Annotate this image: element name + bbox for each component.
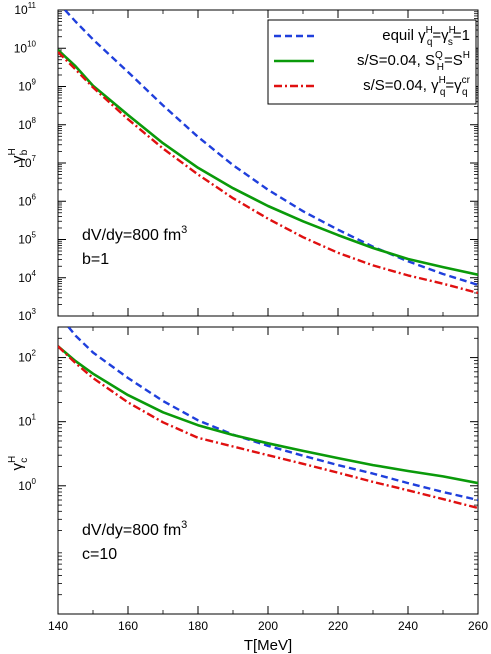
series-group (58, 327, 478, 510)
y-tick-label: 1010 (14, 39, 37, 55)
y-tick-exp: 5 (32, 231, 37, 240)
annotation-line2: b=1 (82, 251, 109, 268)
legend-sub: q (462, 87, 468, 98)
legend-sub: q (427, 37, 433, 48)
y-axis-title-sup: H (7, 148, 18, 155)
y-tick-base: 10 (14, 41, 28, 55)
legend-sub: s (448, 37, 453, 48)
panel-top: 10310410510610710810910101011γHbdV/dy=80… (7, 1, 479, 323)
legend-label: equil γH q=γH s=1 (382, 25, 470, 48)
y-tick-label: 108 (18, 116, 36, 132)
x-tick-label: 240 (398, 619, 418, 633)
x-tick-label: 140 (48, 619, 68, 633)
annotation-line1: dV/dy=800 fm3 (82, 519, 187, 539)
legend-mid: =S (444, 52, 463, 69)
x-tick-label: 200 (258, 619, 278, 633)
y-tick-exp: 11 (28, 1, 37, 10)
y-tick-base: 10 (18, 156, 32, 170)
y-axis-title-sup: H (7, 456, 18, 463)
legend-mid: =γ (432, 27, 449, 44)
y-tick-exp: 6 (32, 192, 37, 201)
legend-sup: cr (462, 75, 471, 86)
y-tick-label: 1011 (14, 1, 36, 17)
annotation-text: dV/dy=800 fm (82, 522, 181, 539)
legend-box (267, 19, 477, 105)
y-tick-label: 105 (18, 231, 36, 247)
y-tick-base: 10 (14, 3, 28, 17)
legend-prefix: equil γ (382, 27, 426, 44)
x-tick-label: 180 (188, 619, 208, 633)
y-tick-label: 104 (18, 269, 36, 285)
y-tick-base: 10 (18, 415, 32, 429)
y-axis-title: γHc (7, 456, 30, 471)
y-tick-exp: 3 (32, 307, 37, 316)
y-tick-exp: 8 (32, 116, 37, 125)
y-tick-exp: 7 (32, 154, 37, 163)
annotation-sup: 3 (181, 224, 187, 236)
legend-prefix: s/S=0.04, γ (363, 77, 439, 94)
y-tick-label: 107 (18, 154, 36, 170)
series-line-solid (58, 49, 478, 276)
x-tick-label: 220 (328, 619, 348, 633)
y-tick-exp: 0 (32, 477, 37, 486)
legend-label: s/S=0.04, γH q=γcr q (363, 75, 471, 98)
y-tick-exp: 1 (32, 413, 37, 422)
y-tick-label: 109 (18, 78, 36, 94)
legend-sub: q (440, 87, 446, 98)
y-tick-label: 101 (18, 413, 36, 429)
y-tick-label: 106 (18, 192, 36, 208)
y-tick-base: 10 (18, 479, 32, 493)
y-axis-title-main: γ (9, 463, 26, 471)
legend-sup: Q (435, 50, 443, 61)
series-group (58, 10, 478, 295)
legend-sup: H (439, 75, 446, 86)
legend-suffix: =1 (453, 27, 470, 44)
y-tick-base: 10 (18, 80, 32, 94)
y-axis-title-main: γ (9, 155, 26, 163)
y-tick-base: 10 (18, 351, 32, 365)
y-tick-label: 102 (18, 349, 36, 365)
x-axis-title: T[MeV] (244, 637, 292, 654)
y-tick-base: 10 (18, 233, 32, 247)
series-line-solid (58, 345, 478, 485)
y-tick-exp: 10 (27, 39, 36, 48)
series-line-dashdot (58, 345, 478, 510)
y-tick-exp: 2 (32, 349, 37, 358)
x-tick-label: 160 (118, 619, 138, 633)
legend-sup: H (463, 50, 470, 61)
y-axis-title-sub: b (19, 149, 30, 155)
annotation-line1: dV/dy=800 fm3 (82, 224, 187, 244)
y-tick-exp: 4 (32, 269, 37, 278)
legend-mid: =γ (445, 77, 462, 94)
y-axis-title: γHb (7, 148, 30, 163)
annotation-sup: 3 (181, 519, 187, 531)
y-tick-base: 10 (18, 194, 32, 208)
y-tick-label: 103 (18, 307, 36, 323)
legend-label: s/S=0.04, SQ H=SH (357, 50, 470, 73)
legend-sup: H (449, 25, 456, 36)
y-tick-base: 10 (18, 118, 32, 132)
legend-sup: H (426, 25, 433, 36)
y-tick-exp: 9 (32, 78, 37, 87)
legend-sub: H (437, 62, 444, 73)
plot-frame (57, 326, 479, 615)
y-axis-title-sub: c (19, 458, 30, 463)
legend-prefix: s/S=0.04, S (357, 52, 435, 69)
y-tick-label: 100 (18, 477, 36, 493)
y-tick-base: 10 (18, 271, 32, 285)
y-tick-base: 10 (18, 309, 32, 323)
annotation-line2: c=10 (82, 546, 117, 563)
series-line-dashed (64, 10, 478, 287)
x-tick-label: 260 (468, 619, 488, 633)
annotation-text: dV/dy=800 fm (82, 227, 181, 244)
series-line-dashed (67, 327, 478, 502)
